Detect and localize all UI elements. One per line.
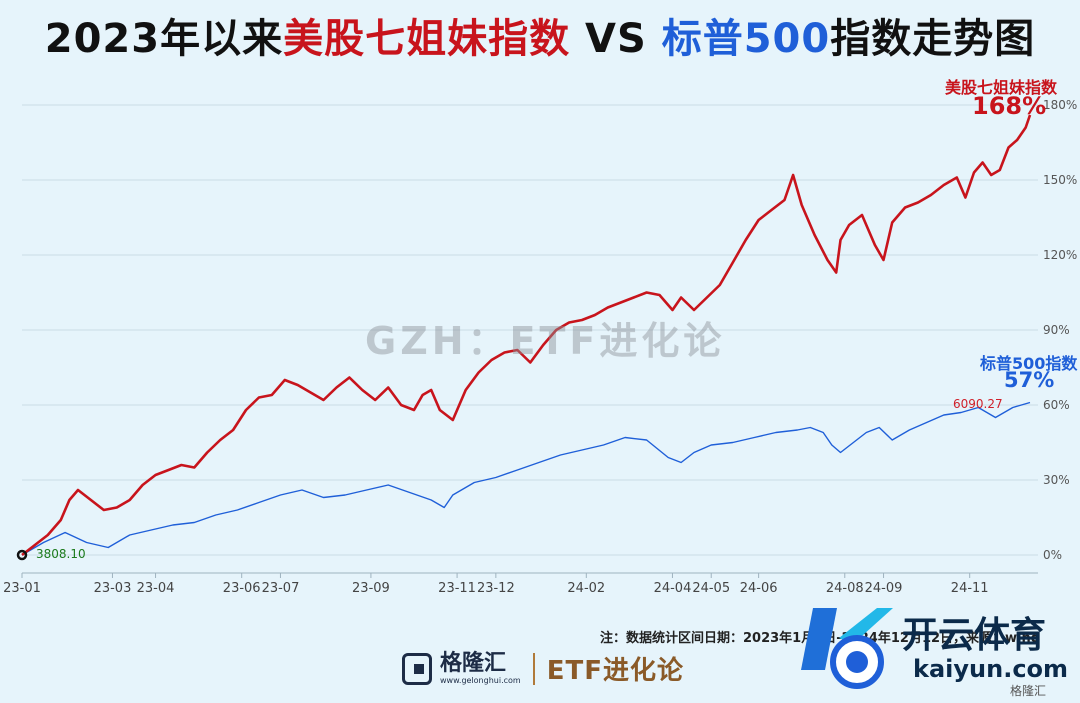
y-tick-label: 150% <box>1043 173 1077 187</box>
m7-series-line <box>21 114 1032 557</box>
logo-name: 格隆汇 <box>440 651 507 676</box>
x-tick-label: 24-02 <box>567 581 605 596</box>
x-tick-label: 24-08 <box>826 581 864 596</box>
x-tick-label: 23-07 <box>262 581 300 596</box>
sp500-series-line <box>21 401 1031 556</box>
brand-subtitle: 格隆汇 <box>1010 684 1047 698</box>
brand-name: 开云体育 <box>902 615 1047 656</box>
start-value-label: 3808.10 <box>36 547 86 561</box>
x-tick-label: 23-09 <box>352 581 390 596</box>
sp500-return-label: 57% <box>1004 368 1055 392</box>
logo-divider <box>532 652 535 685</box>
y-tick-label: 180% <box>1043 98 1077 112</box>
footer-logo: 格隆汇 www.gelonghui.com ETF进化论 <box>402 650 684 687</box>
x-tick-label: 23-04 <box>137 581 175 596</box>
x-tick-label: 24-05 <box>692 581 730 596</box>
start-marker <box>16 549 28 561</box>
title-m7: 美股七姐妹指数 <box>283 16 571 62</box>
gelonghui-logo-icon <box>402 652 432 685</box>
y-tick-label: 60% <box>1043 398 1070 412</box>
y-tick-label: 30% <box>1043 473 1070 487</box>
x-tick-label: 23-06 <box>223 581 261 596</box>
watermark-text: GZH：ETF进化论 <box>365 319 726 363</box>
series-lines <box>21 114 1032 557</box>
page-title: 2023年以来美股七姐妹指数 VS 标普500指数走势图 <box>0 6 1080 64</box>
y-axis-ticks: 0% 30% 60% 90% 120% 150% 180% <box>1043 98 1077 562</box>
logo-text: 格隆汇 www.gelonghui.com <box>440 651 521 686</box>
title-part1: 2023年以来 <box>44 16 284 62</box>
x-tick-label: 23-01 <box>3 581 41 596</box>
sp500-series-label: 标普500指数 <box>980 354 1078 373</box>
kaiyun-logo-icon <box>801 608 893 689</box>
x-tick-label: 24-11 <box>951 581 989 596</box>
x-axis-ticks: 23-01 23-03 23-04 23-06 23-07 23-09 23-11 23-12… <box>3 572 1038 596</box>
y-tick-label: 90% <box>1043 323 1070 337</box>
m7-return-label: 168% <box>972 92 1047 120</box>
x-tick-label: 23-12 <box>477 581 515 596</box>
m7-series-label: 美股七姐妹指数 <box>945 78 1058 97</box>
x-tick-label: 24-04 <box>654 581 692 596</box>
y-tick-label: 0% <box>1043 548 1062 562</box>
y-tick-label: 120% <box>1043 248 1077 262</box>
brand-url: kaiyun.com <box>913 655 1069 683</box>
start-point-marker <box>16 549 28 561</box>
title-vs: VS <box>570 16 662 62</box>
x-tick-label: 23-03 <box>94 581 132 596</box>
grid-lines <box>22 104 1038 556</box>
x-tick-label: 24-09 <box>865 581 903 596</box>
sp500-last-value: 6090.27 <box>953 397 1003 411</box>
x-tick-label: 24-06 <box>740 581 778 596</box>
etf-brand: ETF进化论 <box>546 656 684 686</box>
title-part5: 指数走势图 <box>830 16 1036 62</box>
x-tick-label: 23-11 <box>438 581 476 596</box>
title-sp500: 标普500 <box>661 16 831 62</box>
logo-domain: www.gelonghui.com <box>440 676 521 685</box>
